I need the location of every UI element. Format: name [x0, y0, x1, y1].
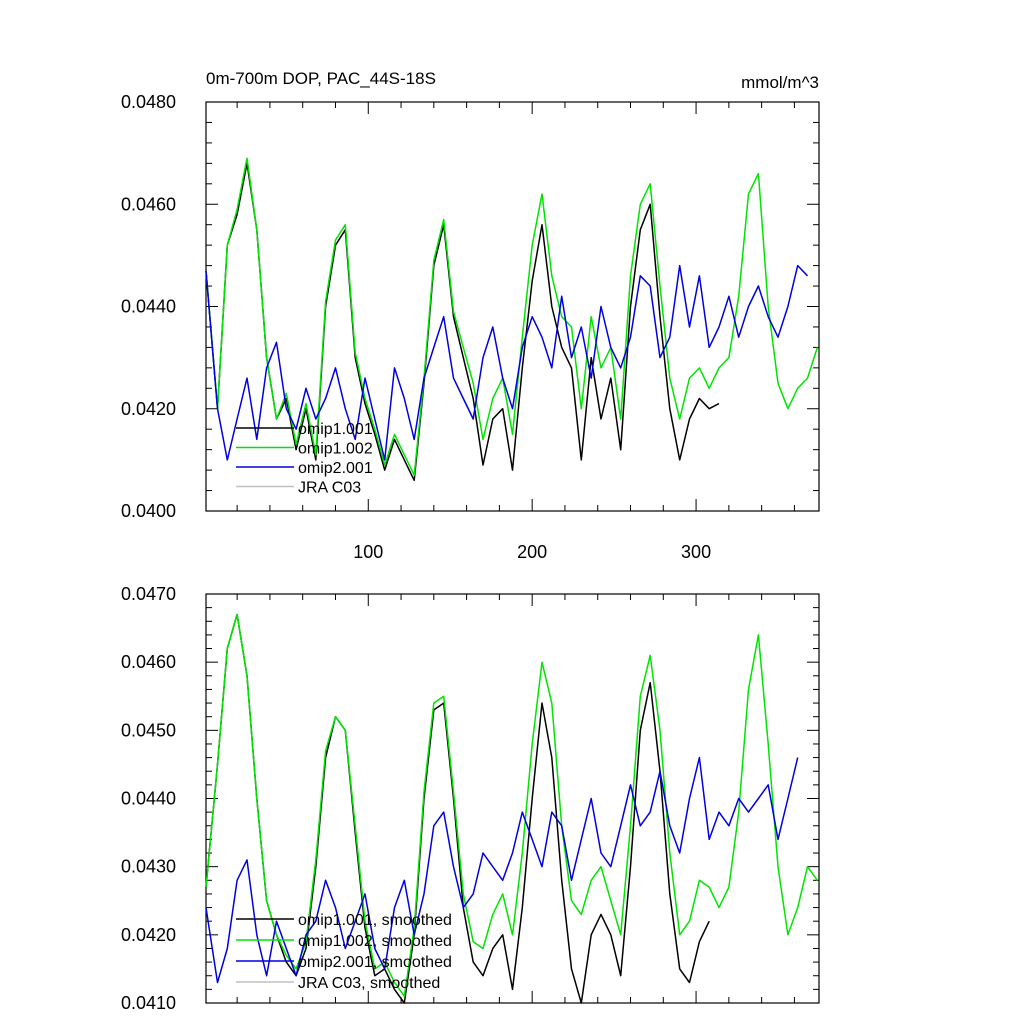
top-title-left: 0m-700m DOP, PAC_44S-18S [206, 69, 436, 88]
y-tick-label: 0.0420 [121, 925, 176, 945]
legend-label: JRA C03, smoothed [298, 975, 440, 992]
y-tick-label: 0.0440 [121, 789, 176, 809]
y-tick-label: 0.0420 [121, 399, 176, 419]
bottom-panel: 0.0410 0.0420 0.0430 0.0440 0.0450 0.0460 0.04… [121, 584, 820, 1013]
legend-label: omip1.001, smoothed [298, 912, 452, 929]
y-tick-label: 0.0460 [121, 652, 176, 672]
y-tick-label: 0.0480 [121, 92, 176, 112]
legend-label: JRA C03 [298, 480, 361, 497]
series-line-1 [205, 613, 710, 1004]
series-line-1 [205, 162, 720, 482]
top-panel: 0m-700m DOP, PAC_44S-18S mmol/m^3 0.0400… [121, 69, 820, 562]
x-tick-label: 200 [517, 542, 547, 562]
series-line-3 [205, 756, 799, 984]
legend-label: omip2.001, smoothed [298, 954, 452, 971]
legend-label: omip1.001 [298, 421, 373, 438]
y-tick-label: 0.0470 [121, 584, 176, 604]
series-line-2 [205, 157, 819, 476]
y-tick-label: 0.0450 [121, 720, 176, 740]
y-tick-label: 0.0410 [121, 993, 176, 1013]
legend-label: omip1.002, smoothed [298, 933, 452, 950]
y-tick-label: 0.0440 [121, 297, 176, 317]
series-line-3 [205, 264, 809, 461]
legend-label: omip2.001 [298, 460, 373, 477]
y-tick-label: 0.0400 [121, 501, 176, 521]
y-tick-label: 0.0460 [121, 194, 176, 214]
y-tick-label: 0.0430 [121, 857, 176, 877]
x-tick-label: 300 [681, 542, 711, 562]
top-title-right: mmol/m^3 [741, 73, 819, 92]
legend-label: omip1.002 [298, 441, 373, 458]
series-line-2 [205, 613, 819, 997]
x-tick-label: 100 [353, 542, 383, 562]
